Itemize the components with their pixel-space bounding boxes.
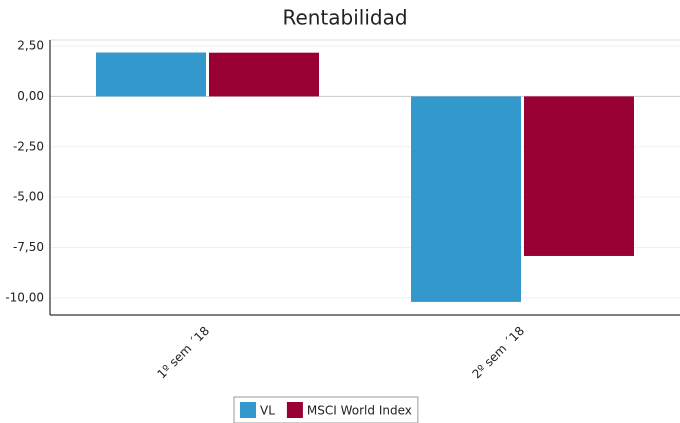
legend-swatch bbox=[286, 402, 303, 418]
bar bbox=[96, 52, 206, 97]
y-tick-label: -2,50 bbox=[13, 139, 44, 153]
chart-title: Rentabilidad bbox=[282, 6, 407, 30]
y-tick-label: -5,00 bbox=[13, 190, 44, 204]
legend-label: VL bbox=[260, 404, 275, 418]
bar bbox=[411, 96, 521, 302]
legend-label: MSCI World Index bbox=[307, 404, 412, 418]
y-tick-label: 0,00 bbox=[17, 89, 44, 103]
legend-swatch bbox=[240, 402, 256, 418]
bar bbox=[524, 96, 634, 256]
legend: VL MSCI World Index bbox=[233, 396, 419, 423]
x-tick-label: 1º sem ´18 bbox=[154, 324, 212, 382]
legend-box bbox=[233, 396, 419, 423]
y-tick-label: -10,00 bbox=[5, 290, 44, 304]
y-tick-label: -7,50 bbox=[13, 240, 44, 254]
bar bbox=[209, 52, 319, 97]
y-tick-label: 2,50 bbox=[17, 39, 44, 53]
x-tick-label: 2º sem ´18 bbox=[469, 324, 527, 382]
